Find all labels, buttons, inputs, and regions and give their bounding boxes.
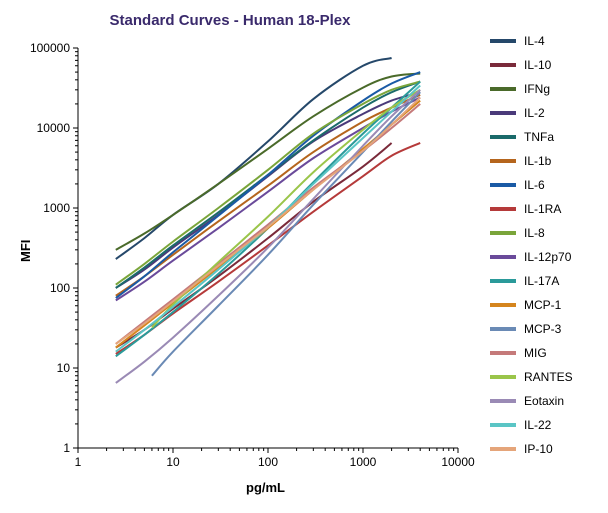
- x-axis-label: pg/mL: [246, 480, 285, 495]
- legend-swatch: [490, 183, 516, 187]
- svg-text:10000: 10000: [37, 121, 71, 135]
- svg-text:100000: 100000: [30, 41, 70, 55]
- legend-item: IP-10: [490, 440, 600, 458]
- series-IL-1b: [116, 95, 420, 296]
- legend-label: IFNg: [524, 82, 550, 96]
- legend-swatch: [490, 327, 516, 331]
- legend-label: MCP-3: [524, 322, 561, 336]
- legend-item: IFNg: [490, 80, 600, 98]
- legend-swatch: [490, 111, 516, 115]
- legend-label: IL-22: [524, 418, 551, 432]
- legend-item: MCP-1: [490, 296, 600, 314]
- legend-item: MIG: [490, 344, 600, 362]
- legend-item: TNFa: [490, 128, 600, 146]
- legend-item: IL-10: [490, 56, 600, 74]
- legend-item: IL-17A: [490, 272, 600, 290]
- legend-item: IL-12p70: [490, 248, 600, 266]
- legend-label: Eotaxin: [524, 394, 564, 408]
- legend-label: IL-8: [524, 226, 545, 240]
- series-IL-10: [116, 143, 392, 348]
- series-Eotaxin: [116, 90, 420, 383]
- svg-text:100: 100: [258, 455, 278, 469]
- legend-item: IL-1b: [490, 152, 600, 170]
- legend: IL-4 IL-10 IFNg IL-2 TNFa IL-1b IL-6 IL-1RA IL-8…: [490, 32, 600, 464]
- legend-swatch: [490, 255, 516, 259]
- legend-swatch: [490, 399, 516, 403]
- svg-text:1: 1: [75, 455, 82, 469]
- svg-text:10000: 10000: [441, 455, 475, 469]
- chart-container: Standard Curves - Human 18-Plex 11010010…: [0, 0, 608, 513]
- legend-swatch: [490, 39, 516, 43]
- svg-text:10: 10: [57, 361, 71, 375]
- legend-label: IL-6: [524, 178, 545, 192]
- legend-swatch: [490, 135, 516, 139]
- legend-item: RANTES: [490, 368, 600, 386]
- legend-swatch: [490, 351, 516, 355]
- legend-swatch: [490, 423, 516, 427]
- legend-swatch: [490, 207, 516, 211]
- legend-label: IL-12p70: [524, 250, 571, 264]
- legend-swatch: [490, 447, 516, 451]
- y-axis-label: MFI: [18, 240, 33, 262]
- legend-label: MIG: [524, 346, 547, 360]
- legend-swatch: [490, 303, 516, 307]
- legend-swatch: [490, 159, 516, 163]
- legend-label: IL-1RA: [524, 202, 561, 216]
- legend-item: IL-2: [490, 104, 600, 122]
- legend-label: IP-10: [524, 442, 553, 456]
- legend-label: IL-17A: [524, 274, 559, 288]
- legend-label: RANTES: [524, 370, 573, 384]
- legend-item: MCP-3: [490, 320, 600, 338]
- legend-swatch: [490, 375, 516, 379]
- legend-swatch: [490, 63, 516, 67]
- legend-label: IL-2: [524, 106, 545, 120]
- legend-label: MCP-1: [524, 298, 561, 312]
- svg-text:1: 1: [63, 441, 70, 455]
- legend-item: IL-6: [490, 176, 600, 194]
- svg-text:1000: 1000: [43, 201, 70, 215]
- legend-label: IL-4: [524, 34, 545, 48]
- legend-swatch: [490, 231, 516, 235]
- legend-item: IL-1RA: [490, 200, 600, 218]
- svg-text:10: 10: [166, 455, 180, 469]
- svg-text:1000: 1000: [350, 455, 377, 469]
- legend-label: TNFa: [524, 130, 554, 144]
- legend-item: Eotaxin: [490, 392, 600, 410]
- legend-label: IL-1b: [524, 154, 551, 168]
- legend-item: IL-8: [490, 224, 600, 242]
- legend-item: IL-22: [490, 416, 600, 434]
- legend-swatch: [490, 279, 516, 283]
- legend-swatch: [490, 87, 516, 91]
- legend-item: IL-4: [490, 32, 600, 50]
- svg-text:100: 100: [50, 281, 70, 295]
- legend-label: IL-10: [524, 58, 551, 72]
